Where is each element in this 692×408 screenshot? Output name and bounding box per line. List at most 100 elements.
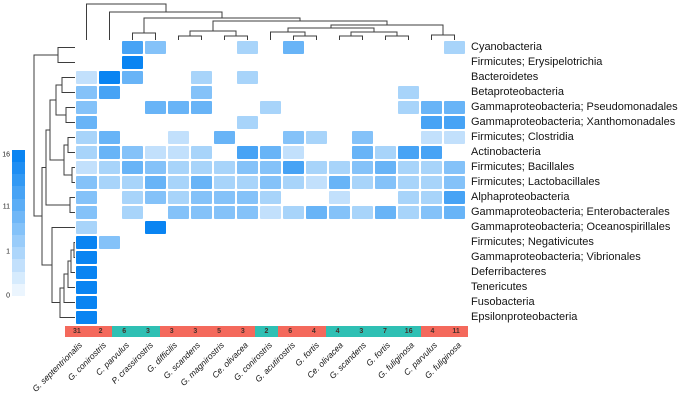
heatmap-cell (351, 85, 374, 100)
heatmap-cell (259, 295, 282, 310)
heatmap-cell (98, 130, 121, 145)
heatmap-cell (351, 280, 374, 295)
heatmap-cell (190, 280, 213, 295)
heatmap-cell (167, 55, 190, 70)
heatmap-cell (98, 175, 121, 190)
heatmap-cell (167, 250, 190, 265)
heatmap-cell (305, 295, 328, 310)
heatmap-cell (420, 235, 443, 250)
heatmap-cell (397, 295, 420, 310)
heatmap-cell (420, 265, 443, 280)
heatmap-cell (236, 40, 259, 55)
heatmap-cell (121, 160, 144, 175)
heatmap-cell (190, 145, 213, 160)
heatmap-cell (213, 310, 236, 325)
heatmap-cell (144, 85, 167, 100)
heatmap-cell (75, 160, 98, 175)
heatmap-cell (305, 70, 328, 85)
heatmap-cell (443, 145, 466, 160)
heatmap-cell (213, 55, 236, 70)
heatmap-cell (420, 310, 443, 325)
heatmap-cell (420, 130, 443, 145)
heatmap-cell (190, 100, 213, 115)
row-label: Fusobacteria (471, 296, 535, 308)
heatmap-cell (236, 205, 259, 220)
heatmap-cell (98, 100, 121, 115)
heatmap-cell (305, 160, 328, 175)
heatmap-cell (144, 250, 167, 265)
heatmap-cell (397, 310, 420, 325)
heatmap-cell (190, 175, 213, 190)
heatmap-cell (351, 160, 374, 175)
heatmap-cell (328, 250, 351, 265)
heatmap-cell (282, 235, 305, 250)
heatmap-cell (374, 40, 397, 55)
heatmap-cell (121, 115, 144, 130)
heatmap-cell (420, 70, 443, 85)
heatmap-cell (374, 280, 397, 295)
heatmap-cell (443, 55, 466, 70)
heatmap-cell (282, 55, 305, 70)
legend-tick-max: 16 (2, 151, 10, 159)
heatmap-cell (121, 100, 144, 115)
heatmap-cell (374, 205, 397, 220)
heatmap-cell (144, 190, 167, 205)
heatmap-cell (190, 235, 213, 250)
heatmap-cell (121, 175, 144, 190)
heatmap-cell (420, 295, 443, 310)
heatmap-cell (351, 310, 374, 325)
heatmap-cell (374, 310, 397, 325)
heatmap-cell (167, 160, 190, 175)
heatmap-cell (351, 220, 374, 235)
heatmap-cell (351, 295, 374, 310)
row-label: Alphaproteobacteria (471, 191, 570, 203)
heatmap-cell (144, 100, 167, 115)
row-label: Gammaproteobacteria; Oceanospirillales (471, 221, 671, 233)
heatmap-cell (282, 265, 305, 280)
heatmap-cell (167, 40, 190, 55)
heatmap-cell (213, 220, 236, 235)
heatmap-cell (374, 175, 397, 190)
heatmap-cell (374, 145, 397, 160)
heatmap-cell (282, 250, 305, 265)
row-label: Epsilonproteobacteria (471, 311, 578, 323)
heatmap-cell (98, 40, 121, 55)
heatmap-cell (121, 145, 144, 160)
heatmap-cell (374, 160, 397, 175)
color-scale-step (12, 210, 25, 223)
heatmap-cell (374, 85, 397, 100)
row-label: Gammaproteobacteria; Vibrionales (471, 251, 641, 263)
heatmap-cell (282, 220, 305, 235)
annotation-segment: 6 (278, 326, 303, 337)
heatmap-cell (328, 310, 351, 325)
heatmap-cell (443, 295, 466, 310)
heatmap-cell (420, 250, 443, 265)
heatmap-cell (144, 70, 167, 85)
heatmap-cell (328, 280, 351, 295)
heatmap-cell (167, 85, 190, 100)
heatmap-cell (98, 70, 121, 85)
heatmap-cell (236, 85, 259, 100)
heatmap-cell (282, 280, 305, 295)
column-annotation-strip: 31 2 6 3 3 3 5 3 2 6 4 4 3 7 16 4 11 (65, 326, 468, 337)
heatmap-cell (305, 265, 328, 280)
row-label: Firmicutes; Erysipelotrichia (471, 56, 603, 68)
heatmap-cell (282, 40, 305, 55)
column-dendrogram-icon (86, 3, 455, 40)
heatmap-cell (236, 235, 259, 250)
heatmap-cell (282, 310, 305, 325)
heatmap-cell (259, 250, 282, 265)
heatmap-cell (213, 115, 236, 130)
heatmap-cell (305, 40, 328, 55)
heatmap-cell (328, 130, 351, 145)
heatmap-cell (213, 130, 236, 145)
legend-tick-low: 1 (6, 248, 10, 256)
heatmap-cell (167, 175, 190, 190)
heatmap-cell (305, 220, 328, 235)
heatmap-cell (420, 40, 443, 55)
heatmap-cell (213, 70, 236, 85)
row-labels: Cyanobacteria Firmicutes; Erysipelotrichi… (471, 40, 678, 325)
color-scale-step (12, 235, 25, 248)
heatmap-cell (236, 265, 259, 280)
